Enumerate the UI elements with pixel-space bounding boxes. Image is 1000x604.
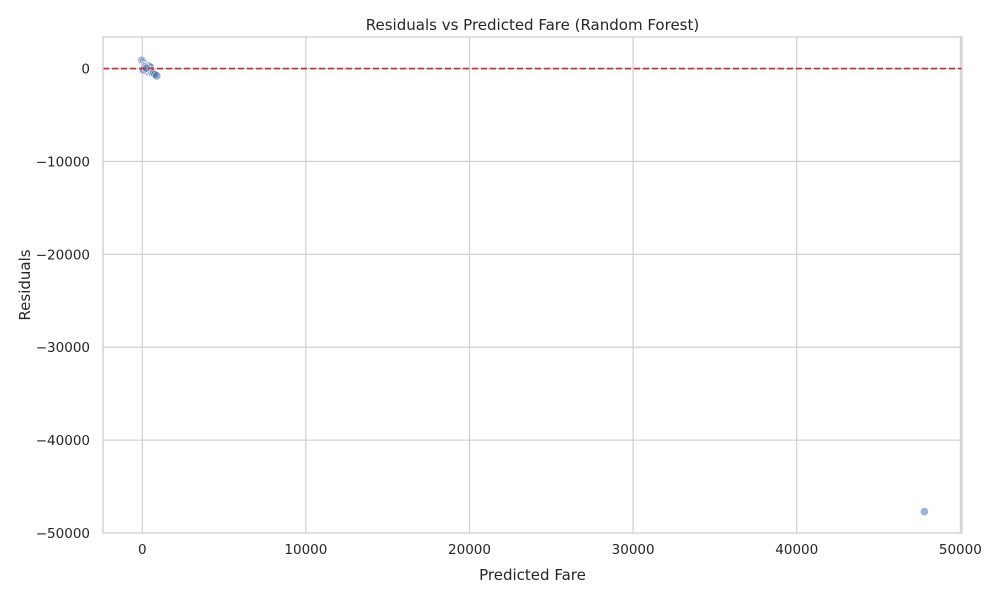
scatter-point (152, 71, 162, 81)
x-tick-label: 0 (138, 542, 147, 558)
x-tick-labels: 0 10000 20000 30000 40000 50000 (138, 542, 982, 558)
y-tick-label: 0 (81, 62, 90, 78)
x-tick-label: 20000 (448, 542, 491, 558)
y-tick-labels: 0 −10000 −20000 −30000 −40000 −50000 (36, 62, 90, 542)
y-tick-label: −40000 (36, 433, 90, 449)
y-tick-label: −50000 (36, 526, 90, 542)
plot-frame (102, 36, 963, 534)
chart-title: Residuals vs Predicted Fare (Random Fore… (366, 16, 699, 34)
x-tick-label: 50000 (939, 542, 982, 558)
scatter-point (919, 507, 929, 517)
y-tick-label: −10000 (36, 154, 90, 170)
x-tick-label: 10000 (284, 542, 327, 558)
plot-area (103, 37, 962, 533)
y-tick-label: −20000 (36, 247, 90, 263)
x-tick-label: 30000 (612, 542, 655, 558)
x-tick-label: 40000 (775, 542, 818, 558)
x-axis-label: Predicted Fare (479, 566, 586, 584)
y-tick-label: −30000 (36, 340, 90, 356)
y-axis-label: Residuals (16, 249, 34, 320)
